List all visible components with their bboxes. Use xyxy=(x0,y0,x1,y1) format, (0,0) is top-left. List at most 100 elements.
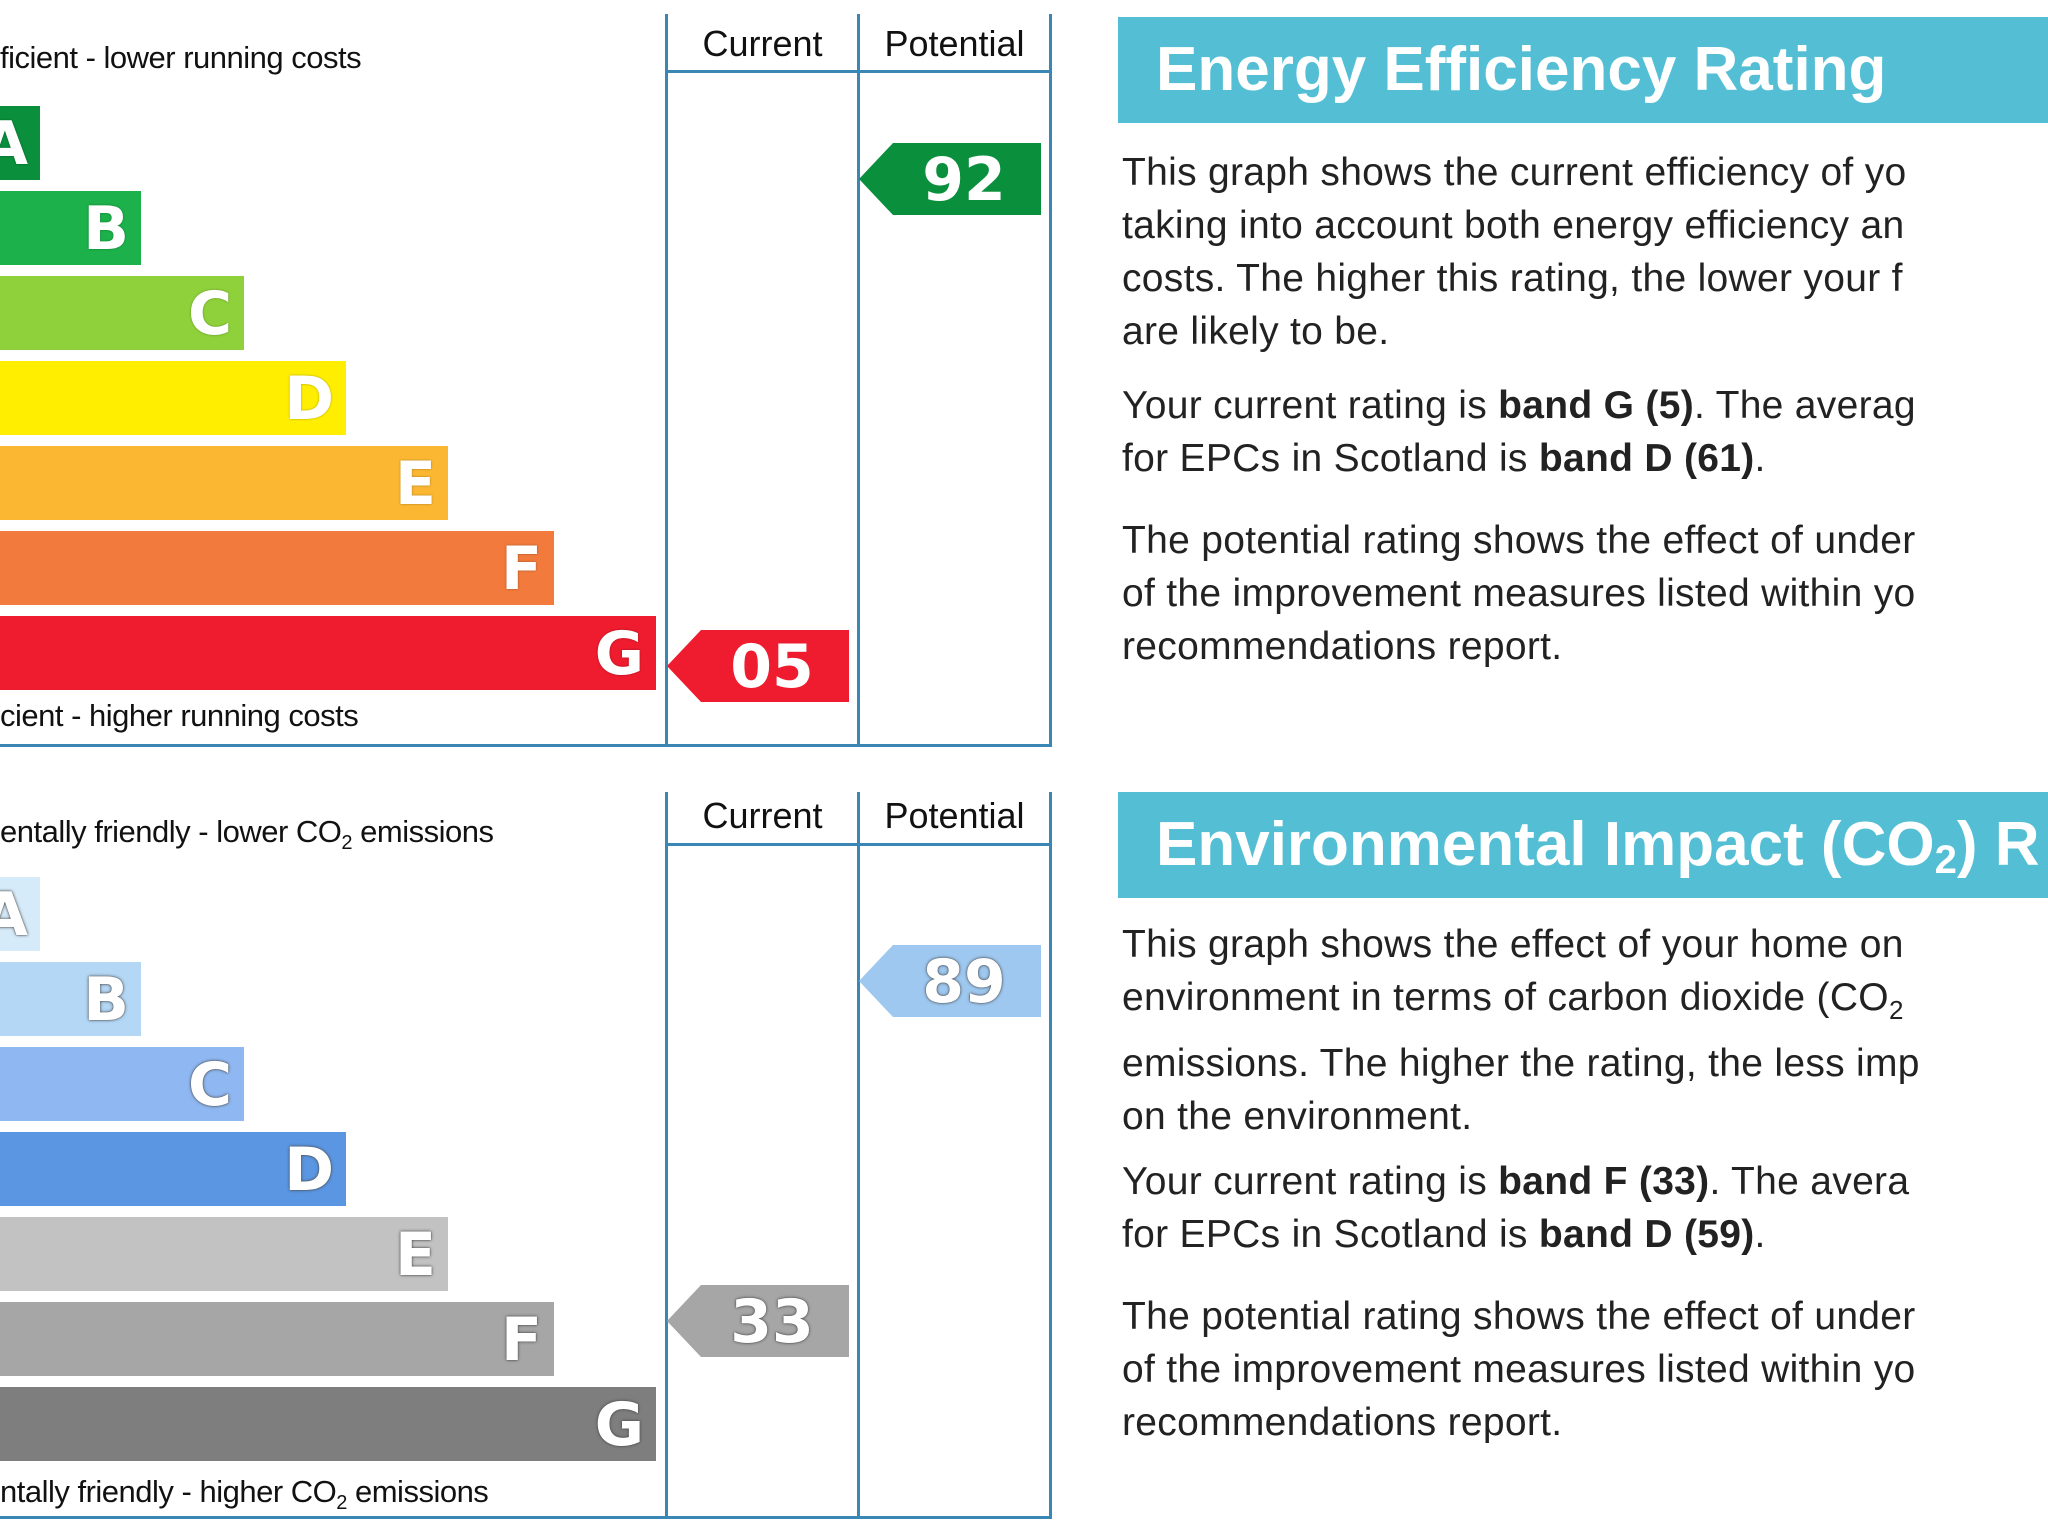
potential-rating-arrow: 89 xyxy=(859,945,1041,1017)
column-divider xyxy=(857,14,860,747)
text: for EPCs in Scotland is xyxy=(1122,437,1539,480)
header-divider xyxy=(665,843,1052,846)
band-letter: B xyxy=(83,194,129,264)
environmental-impact-title: Environmental Impact (CO2) R xyxy=(1118,792,2048,898)
caption-subscript: 2 xyxy=(341,832,353,855)
arrow-shape xyxy=(667,1285,849,1357)
text-line: on the environment. xyxy=(1122,1094,1473,1138)
bottom-caption: cient - higher running costs xyxy=(0,698,359,733)
text: . The avera xyxy=(1709,1160,1910,1203)
text: Your current rating is xyxy=(1122,384,1499,427)
rating-band-b: B xyxy=(0,191,141,265)
environment-description: This graph shows the effect of your home… xyxy=(1122,918,2048,1143)
current-rating-arrow: 05 xyxy=(667,630,849,702)
top-caption: entally friendly - lower CO2 emissions xyxy=(0,814,494,855)
potential-rating-value: 89 xyxy=(922,947,1006,1017)
environment-potential-text: The potential rating shows the effect of… xyxy=(1122,1290,2048,1449)
rating-band-a: A xyxy=(0,106,40,180)
text: . xyxy=(1754,1213,1766,1256)
energy-description: This graph shows the current efficiency … xyxy=(1122,146,2048,358)
environment-current-rating-text: Your current rating is band F (33). The … xyxy=(1122,1155,2048,1261)
text-line: are likely to be. xyxy=(1122,310,1390,353)
title-subscript: 2 xyxy=(1934,838,1957,882)
current-band: band G (5) xyxy=(1498,384,1694,427)
band-letter: E xyxy=(395,1220,436,1290)
caption-text: emissions xyxy=(346,1474,489,1509)
column-divider xyxy=(665,14,668,747)
rating-band-a: A xyxy=(0,877,40,951)
title-text: Environmental Impact (CO xyxy=(1156,810,1935,879)
caption-text: ntally friendly - higher CO xyxy=(0,1474,337,1509)
text: . xyxy=(1754,437,1766,480)
band-letter: E xyxy=(395,449,436,519)
band-letter: F xyxy=(501,534,542,604)
potential-rating-arrow: 92 xyxy=(859,143,1041,215)
current-rating-value: 05 xyxy=(730,632,814,702)
current-rating-value: 33 xyxy=(730,1287,814,1357)
band-letter: C xyxy=(187,279,232,349)
rating-band-c: C xyxy=(0,276,244,350)
text-line: The potential rating shows the effect of… xyxy=(1122,1295,1916,1338)
band-letter: B xyxy=(83,965,129,1035)
caption-text: entally friendly - lower CO xyxy=(0,814,342,849)
text-line: This graph shows the current efficiency … xyxy=(1122,151,1907,194)
energy-potential-text: The potential rating shows the effect of… xyxy=(1122,514,2048,673)
text-subscript: 2 xyxy=(1888,994,1904,1025)
text-line: emissions. The higher the rating, the le… xyxy=(1122,1041,1920,1085)
rating-band-c: C xyxy=(0,1047,244,1121)
rating-band-g: G xyxy=(0,1387,656,1461)
text-line: This graph shows the effect of your home… xyxy=(1122,923,1904,966)
potential-rating-value: 92 xyxy=(922,145,1006,215)
arrow-shape xyxy=(859,945,1041,1017)
bottom-caption: ntally friendly - higher CO2 emissions xyxy=(0,1474,489,1515)
current-rating-arrow: 33 xyxy=(667,1285,849,1357)
caption-text: emissions xyxy=(352,814,494,849)
band-letter: G xyxy=(594,1390,644,1460)
text-line: recommendations report. xyxy=(1122,1401,1563,1444)
chart-frame xyxy=(0,14,1052,747)
column-header-potential: Potential xyxy=(884,23,1025,64)
text: Your current rating is xyxy=(1122,1160,1499,1203)
text-line: recommendations report. xyxy=(1122,625,1563,668)
column-divider xyxy=(665,792,668,1519)
band-letter: A xyxy=(0,109,28,179)
band-letter: D xyxy=(284,364,334,434)
band-letter: A xyxy=(0,880,28,950)
rating-band-f: F xyxy=(0,531,554,605)
band-letter: G xyxy=(594,619,644,689)
top-caption: ficient - lower running costs xyxy=(0,40,362,75)
title-text: ) R xyxy=(1956,810,2040,879)
arrow-shape xyxy=(667,630,849,702)
text-line: costs. The higher this rating, the lower… xyxy=(1122,257,1903,300)
column-header-current: Current xyxy=(702,795,823,836)
chart-frame xyxy=(0,792,1052,1519)
header-divider xyxy=(665,70,1052,73)
energy-current-rating-text: Your current rating is band G (5). The a… xyxy=(1122,379,2048,485)
arrow-shape xyxy=(859,143,1041,215)
text: for EPCs in Scotland is xyxy=(1122,1213,1539,1256)
rating-band-f: F xyxy=(0,1302,554,1376)
column-header-current: Current xyxy=(702,23,823,64)
energy-efficiency-title: Energy Efficiency Rating xyxy=(1118,17,2048,123)
rating-band-d: D xyxy=(0,1132,346,1206)
band-letter: F xyxy=(501,1305,542,1375)
column-header-potential: Potential xyxy=(884,795,1025,836)
text-line: The potential rating shows the effect of… xyxy=(1122,519,1916,562)
rating-band-b: B xyxy=(0,962,141,1036)
rating-band-e: E xyxy=(0,1217,448,1291)
rating-band-g: G xyxy=(0,616,656,690)
band-letter: C xyxy=(187,1050,232,1120)
band-letter: D xyxy=(284,1135,334,1205)
text-line: of the improvement measures listed withi… xyxy=(1122,572,1916,615)
column-divider xyxy=(857,792,860,1519)
text-line: environment in terms of carbon dioxide (… xyxy=(1122,976,1889,1019)
text-line: of the improvement measures listed withi… xyxy=(1122,1348,1916,1391)
text: . The averag xyxy=(1694,384,1916,427)
rating-band-e: E xyxy=(0,446,448,520)
caption-subscript: 2 xyxy=(336,1492,347,1515)
rating-band-d: D xyxy=(0,361,346,435)
average-band: band D (61) xyxy=(1538,437,1755,480)
text-line: taking into account both energy efficien… xyxy=(1122,204,1905,247)
average-band: band D (59) xyxy=(1538,1213,1755,1256)
current-band: band F (33) xyxy=(1498,1160,1710,1203)
